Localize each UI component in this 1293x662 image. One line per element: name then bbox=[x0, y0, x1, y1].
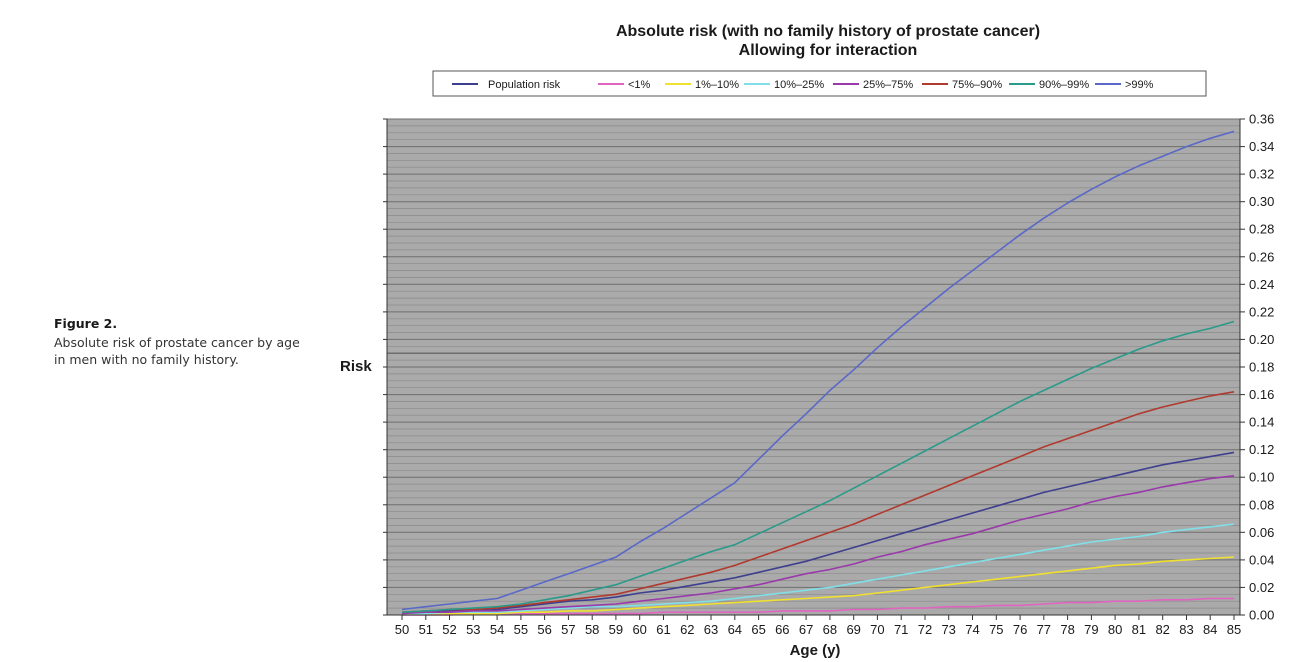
x-tick-label: 72 bbox=[918, 622, 932, 637]
y-tick-label: 0.30 bbox=[1249, 194, 1274, 209]
y-tick-label: 0.36 bbox=[1249, 112, 1274, 127]
figure-description: Absolute risk of prostate cancer by age … bbox=[54, 335, 300, 367]
legend-label: 75%–90% bbox=[952, 79, 1002, 91]
legend-box bbox=[432, 70, 1207, 97]
y-tick-label: 0.20 bbox=[1249, 332, 1274, 347]
x-tick-label: 75 bbox=[989, 622, 1003, 637]
legend-item: <1% bbox=[598, 79, 651, 91]
x-tick-label: 76 bbox=[1013, 622, 1027, 637]
legend-item: 75%–90% bbox=[922, 79, 1002, 91]
x-tick-label: 81 bbox=[1132, 622, 1146, 637]
y-tick-label: 0.18 bbox=[1249, 360, 1274, 375]
legend-label: 90%–99% bbox=[1039, 79, 1089, 91]
x-tick-label: 74 bbox=[965, 622, 979, 637]
chart-title: Absolute risk (with no family history of… bbox=[616, 23, 1040, 40]
y-tick-label: 0.26 bbox=[1249, 249, 1274, 264]
x-tick-label: 84 bbox=[1203, 622, 1217, 637]
x-tick-label: 73 bbox=[941, 622, 955, 637]
legend-label: <1% bbox=[628, 79, 651, 91]
x-tick-label: 55 bbox=[514, 622, 528, 637]
legend-label: >99% bbox=[1125, 79, 1154, 91]
legend-label: Population risk bbox=[488, 79, 561, 91]
x-tick-label: 61 bbox=[656, 622, 670, 637]
legend: Population risk <1% 1%–10% 10%–25% 25%–75% 75… bbox=[452, 79, 1154, 91]
legend-item: Population risk bbox=[452, 79, 561, 91]
x-tick-label: 66 bbox=[775, 622, 789, 637]
legend-label: 10%–25% bbox=[774, 79, 824, 91]
y-tick-label: 0.16 bbox=[1249, 387, 1274, 402]
x-tick-label: 64 bbox=[728, 622, 742, 637]
y-tick-label: 0.04 bbox=[1249, 552, 1274, 567]
y-tick-label: 0.02 bbox=[1249, 580, 1274, 595]
y-tick-label: 0.34 bbox=[1249, 139, 1274, 154]
legend-item: 1%–10% bbox=[665, 79, 739, 91]
series-line bbox=[401, 391, 1235, 613]
y-tick-label: 0.00 bbox=[1249, 608, 1274, 623]
x-tick-label: 71 bbox=[894, 622, 908, 637]
legend-item: >99% bbox=[1095, 79, 1154, 91]
y-tick-label: 0.28 bbox=[1249, 222, 1274, 237]
x-tick-label: 65 bbox=[751, 622, 765, 637]
legend-label: 1%–10% bbox=[695, 79, 739, 91]
series-lines bbox=[401, 130, 1235, 616]
y-tick-label: 0.12 bbox=[1249, 442, 1274, 457]
series-line bbox=[401, 556, 1235, 616]
x-tick-label: 56 bbox=[537, 622, 551, 637]
x-tick-label: 82 bbox=[1155, 622, 1169, 637]
series-line bbox=[401, 475, 1235, 615]
x-tick-label: 57 bbox=[561, 622, 575, 637]
x-tick-label: 70 bbox=[870, 622, 884, 637]
y-tick-label: 0.32 bbox=[1249, 167, 1274, 182]
figure-caption: Figure 2. Absolute risk of prostate canc… bbox=[54, 316, 312, 368]
x-tick-labels: 50 51 52 53 54 55 56 57 58 59 60 61 62 63 64 65 66 67 68 69… bbox=[395, 622, 1241, 637]
x-axis-title: Age (y) bbox=[790, 642, 841, 659]
y-tick-label: 0.24 bbox=[1249, 277, 1274, 292]
x-tick-label: 60 bbox=[632, 622, 646, 637]
legend-label: 25%–75% bbox=[863, 79, 913, 91]
x-tick-label: 85 bbox=[1227, 622, 1241, 637]
x-tick-label: 63 bbox=[704, 622, 718, 637]
series-line bbox=[401, 451, 1235, 615]
series-line bbox=[402, 597, 1234, 616]
x-tick-label: 69 bbox=[846, 622, 860, 637]
axes bbox=[383, 118, 1245, 620]
x-tick-label: 54 bbox=[490, 622, 504, 637]
series-line bbox=[401, 130, 1235, 611]
x-tick-label: 50 bbox=[395, 622, 409, 637]
y-tick-label: 0.06 bbox=[1249, 525, 1274, 540]
x-tick-label: 68 bbox=[823, 622, 837, 637]
chart-subtitle: Allowing for interaction bbox=[739, 42, 918, 59]
y-tick-label: 0.14 bbox=[1249, 415, 1274, 430]
series-line bbox=[401, 320, 1235, 613]
y-tick-label: 0.22 bbox=[1249, 304, 1274, 319]
x-tick-label: 58 bbox=[585, 622, 599, 637]
y-tick-labels: 0.00 0.02 0.04 0.06 0.08 0.10 0.12 0.14 0.16 0.18… bbox=[1249, 112, 1274, 623]
x-tick-label: 53 bbox=[466, 622, 480, 637]
legend-item: 25%–75% bbox=[833, 79, 913, 91]
x-tick-label: 59 bbox=[609, 622, 623, 637]
x-tick-label: 78 bbox=[1060, 622, 1074, 637]
figure-label: Figure 2. bbox=[54, 316, 118, 331]
series-line bbox=[402, 523, 1235, 615]
y-tick-label: 0.10 bbox=[1249, 470, 1274, 485]
x-tick-label: 52 bbox=[442, 622, 456, 637]
x-tick-label: 67 bbox=[799, 622, 813, 637]
x-tick-label: 77 bbox=[1037, 622, 1051, 637]
x-tick-label: 79 bbox=[1084, 622, 1098, 637]
x-tick-label: 83 bbox=[1179, 622, 1193, 637]
x-tick-label: 62 bbox=[680, 622, 694, 637]
legend-item: 90%–99% bbox=[1009, 79, 1089, 91]
y-tick-label: 0.08 bbox=[1249, 497, 1274, 512]
x-tick-label: 80 bbox=[1108, 622, 1122, 637]
y-axis-title: Risk bbox=[340, 358, 372, 375]
x-tick-label: 51 bbox=[419, 622, 433, 637]
legend-item: 10%–25% bbox=[744, 79, 824, 91]
